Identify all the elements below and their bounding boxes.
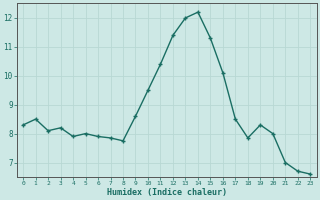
X-axis label: Humidex (Indice chaleur): Humidex (Indice chaleur) [107,188,227,197]
